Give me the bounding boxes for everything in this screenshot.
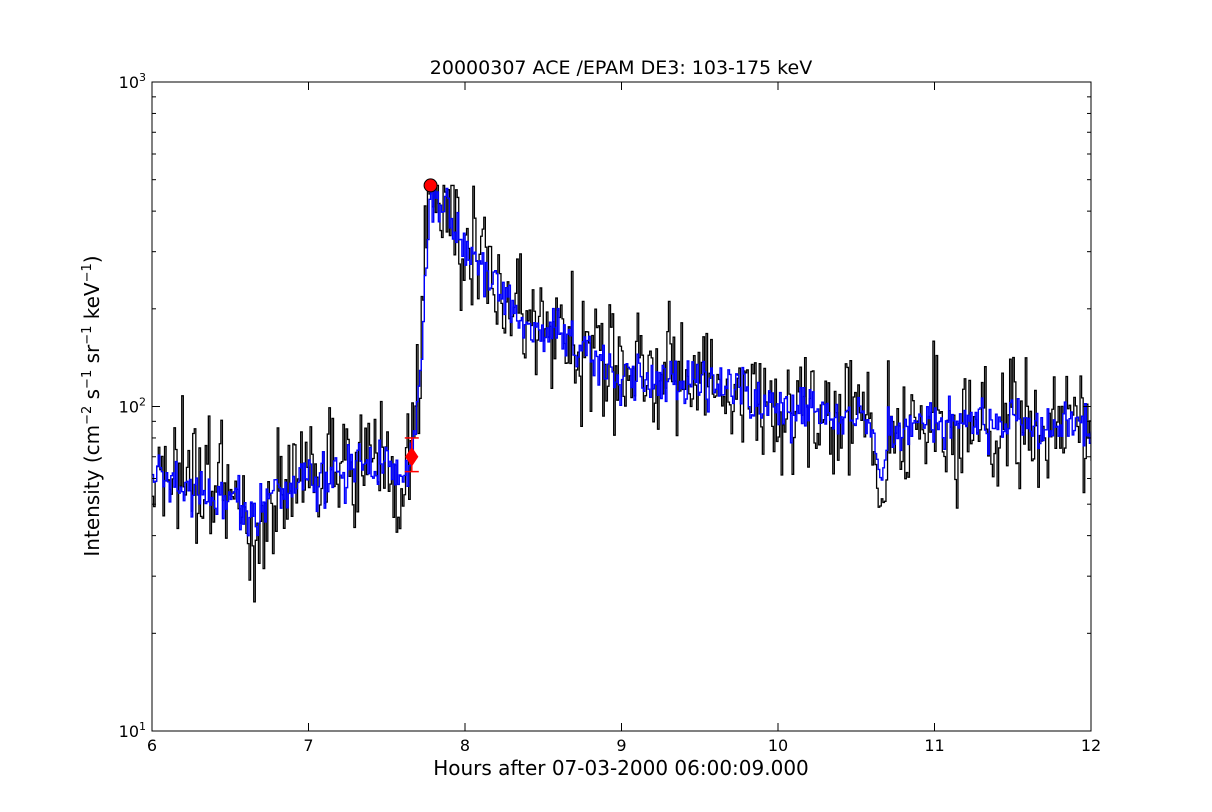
x-tick-label: 6	[147, 736, 157, 755]
x-tick-label: 9	[616, 736, 626, 755]
x-ticks: 6 7 8 9 10 11 12	[147, 82, 1101, 755]
x-tick-label: 8	[460, 736, 470, 755]
plot-area: 6 7 8 9 10 11 12 101 102 103	[119, 71, 1102, 755]
onset-marker	[405, 446, 419, 467]
peak-marker	[423, 178, 438, 193]
data-clip	[152, 184, 1091, 603]
series-trace-1	[152, 184, 1091, 603]
series-trace-2	[152, 187, 1091, 537]
series-layer	[152, 184, 1091, 603]
x-tick-label: 7	[303, 736, 313, 755]
y-tick-label: 101	[119, 720, 146, 741]
x-tick-label: 12	[1081, 736, 1101, 755]
marker-layer	[404, 178, 438, 473]
x-tick-label: 11	[924, 736, 944, 755]
x-axis-label: Hours after 07-03-2000 06:00:09.000	[433, 756, 809, 780]
y-ticks: 101 102 103	[119, 71, 1091, 741]
y-tick-label: 102	[119, 396, 146, 417]
chart-title: 20000307 ACE /EPAM DE3: 103-175 keV	[430, 57, 812, 79]
y-axis-label: Intensity (cm−2 s−1 sr−1 keV−1)	[80, 255, 104, 556]
x-tick-label: 10	[768, 736, 788, 755]
y-tick-label: 103	[119, 71, 146, 92]
